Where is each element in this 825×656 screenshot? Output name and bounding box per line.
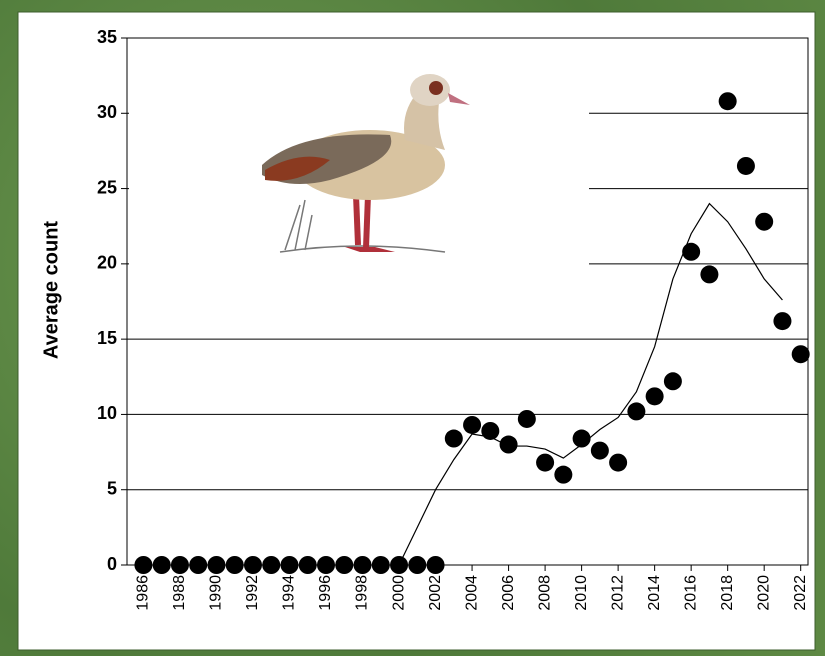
data-point <box>189 556 208 574</box>
y-tick-label: 35 <box>97 27 117 47</box>
plot-frame <box>126 37 809 566</box>
y-tick-label: 0 <box>107 554 117 574</box>
data-point <box>736 156 755 175</box>
data-point <box>225 556 244 574</box>
data-point <box>463 415 482 434</box>
data-point <box>536 453 555 472</box>
data-point <box>353 556 372 574</box>
data-point <box>572 429 591 448</box>
data-point <box>335 556 354 574</box>
y-tick-label: 30 <box>97 102 117 122</box>
data-point <box>390 556 409 574</box>
data-point <box>718 92 737 111</box>
data-point <box>682 242 701 261</box>
data-point <box>170 556 189 574</box>
duck-leg <box>353 194 361 246</box>
data-point <box>243 556 262 574</box>
data-point <box>262 556 281 574</box>
x-tick-label: 2014 <box>646 575 663 611</box>
data-point <box>408 556 427 574</box>
data-point <box>280 556 299 574</box>
data-point <box>207 556 226 574</box>
data-point <box>152 556 171 574</box>
data-point <box>755 212 774 231</box>
plot-area: 0 5 10 15 20 25 30 35 1986 1988 1990 1992 1994 1996 19… <box>97 27 810 611</box>
duck-leg <box>363 194 371 249</box>
duck-grass <box>279 199 446 253</box>
x-tick-label: 1996 <box>317 575 334 611</box>
data-point <box>773 312 792 331</box>
data-point <box>554 465 573 484</box>
data-point <box>444 429 463 448</box>
y-tick-label: 5 <box>107 478 117 498</box>
x-tick-label: 2004 <box>463 575 480 611</box>
x-tick-label: 1992 <box>244 575 261 611</box>
data-point <box>791 345 810 364</box>
y-tick-label: 25 <box>97 177 117 197</box>
data-point <box>590 441 609 460</box>
data-point <box>609 453 628 472</box>
x-tick-label: 2000 <box>390 575 407 611</box>
x-tick-label: 1994 <box>281 575 298 611</box>
data-point <box>298 556 317 574</box>
x-tick-label: 1990 <box>208 575 225 611</box>
x-tick-label: 2010 <box>573 575 590 611</box>
data-point <box>134 556 153 574</box>
y-tick-label: 15 <box>97 328 117 348</box>
x-tick-label: 2016 <box>682 575 699 611</box>
data-point <box>517 409 536 428</box>
x-tick-label: 1988 <box>171 575 188 611</box>
y-tick-label: 10 <box>97 403 117 423</box>
x-tick-label: 2018 <box>719 575 736 611</box>
data-point <box>627 402 646 421</box>
duck-illustration <box>129 40 589 266</box>
x-tick-label: 2012 <box>609 575 626 611</box>
duck-wing-patch <box>265 156 330 181</box>
data-point <box>663 372 682 391</box>
data-point <box>317 556 336 574</box>
data-point <box>371 556 390 574</box>
x-tick-label: 1998 <box>354 575 371 611</box>
y-tick-label: 20 <box>97 253 117 273</box>
data-point <box>499 435 518 454</box>
data-point <box>645 387 664 406</box>
data-point <box>481 421 500 440</box>
duck-eye-patch <box>429 81 443 95</box>
x-tick-label: 2022 <box>792 575 809 611</box>
x-tick-label: 2008 <box>536 575 553 611</box>
x-tick-label: 2002 <box>427 575 444 611</box>
duck-bill <box>448 93 470 105</box>
y-axis-title: Average count <box>40 221 62 360</box>
x-tick-label: 2006 <box>500 575 517 611</box>
x-tick-label: 2020 <box>755 575 772 611</box>
data-point <box>426 556 445 574</box>
data-point <box>700 265 719 284</box>
trend-line <box>398 202 783 566</box>
duck-feet <box>345 247 395 252</box>
x-tick-label: 1986 <box>135 575 152 611</box>
